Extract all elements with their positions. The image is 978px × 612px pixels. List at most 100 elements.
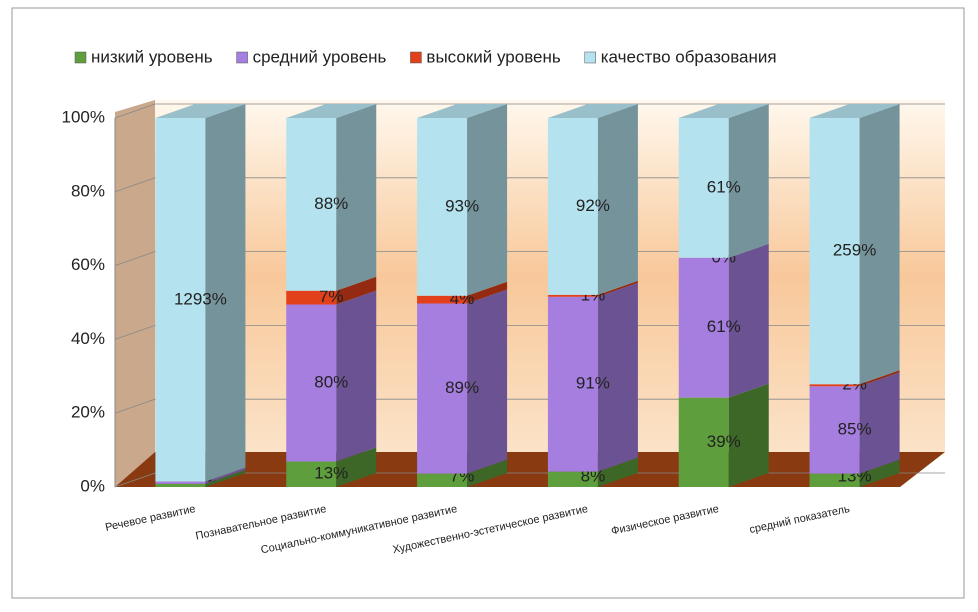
legend-swatch	[584, 51, 596, 64]
bar-front	[286, 461, 337, 487]
bar-side	[859, 459, 900, 487]
legend-label: качество образования	[601, 47, 777, 66]
bar-side	[336, 447, 377, 487]
bar-side	[336, 104, 377, 291]
bar-segment	[678, 383, 769, 487]
bar-segment	[417, 289, 508, 474]
bar-segment	[155, 467, 246, 484]
value-label: 93%	[445, 196, 479, 215]
value-label: 92%	[576, 196, 610, 215]
bar-side	[597, 457, 638, 487]
bar-side	[336, 276, 377, 305]
legend-label: низкий уровень	[91, 47, 213, 66]
legend-swatch	[74, 51, 87, 64]
bar-segment	[286, 104, 377, 291]
bar-side	[205, 467, 246, 484]
value-label: 88%	[314, 194, 348, 213]
bar-side	[597, 280, 638, 297]
value-label: 80%	[314, 372, 348, 391]
bar-side	[728, 243, 769, 398]
bar-side	[205, 104, 246, 482]
bar-segment	[286, 290, 377, 462]
bar-side	[467, 104, 508, 296]
bar-front	[547, 471, 598, 487]
legend-label: средний уровень	[253, 47, 387, 66]
value-label: 61%	[707, 317, 741, 336]
bar-side	[859, 370, 900, 387]
y-tick-label: 0%	[80, 476, 105, 495]
bar-top	[547, 104, 638, 118]
y-tick-label: 60%	[71, 255, 105, 274]
bar-side	[467, 289, 508, 474]
bar-front	[547, 118, 598, 295]
bar-side	[728, 383, 769, 487]
value-label: 89%	[445, 378, 479, 397]
y-tick-label: 100%	[62, 107, 105, 126]
y-tick-label: 80%	[71, 181, 105, 200]
bar-segment	[417, 104, 508, 296]
bar-front	[547, 294, 598, 297]
bar-front	[809, 384, 860, 387]
bar-front	[155, 118, 206, 482]
bar-front	[286, 304, 337, 462]
value-label: 7%	[319, 287, 344, 306]
bar-front	[809, 386, 860, 474]
bar-front	[547, 296, 598, 472]
bar-front	[809, 473, 860, 487]
value-label: 39%	[707, 432, 741, 451]
legend-label: высокий уровень	[426, 47, 560, 66]
value-label: 61%	[707, 177, 741, 196]
bar-segment	[678, 104, 769, 258]
bar-segment	[417, 459, 508, 487]
value-label: 13%	[314, 464, 348, 483]
bar-front	[809, 118, 860, 385]
bar-segment	[547, 457, 638, 487]
bar-segment	[547, 104, 638, 295]
bar-top	[286, 104, 377, 118]
bar-segment	[155, 104, 246, 482]
side-wall	[115, 100, 155, 487]
bar-side	[467, 459, 508, 487]
bar-side	[336, 290, 377, 462]
bar-top	[809, 104, 900, 118]
bar-side	[597, 104, 638, 295]
bar-segment	[286, 276, 377, 305]
bar-front	[417, 473, 468, 487]
value-label: 259%	[833, 241, 876, 260]
bar-front	[155, 483, 206, 487]
bar-front	[678, 257, 729, 398]
y-tick-label: 40%	[71, 329, 105, 348]
y-tick-label: 20%	[71, 403, 105, 422]
bar-side	[467, 281, 508, 304]
bar-top	[155, 104, 246, 118]
legend-swatch	[236, 51, 248, 64]
bar-front	[286, 290, 337, 305]
bar-front	[417, 303, 468, 474]
bar-top	[417, 104, 508, 118]
bar-segment	[547, 280, 638, 297]
bar-front	[678, 397, 729, 487]
value-label: 91%	[576, 374, 610, 393]
bar-segment	[809, 104, 900, 385]
bar-front	[417, 118, 468, 296]
bar-front	[155, 481, 206, 484]
grid-line	[114, 103, 945, 119]
bar-segment	[547, 282, 638, 472]
value-label: 1293%	[174, 289, 227, 308]
bar-side	[859, 372, 900, 474]
bar-segment	[809, 459, 900, 487]
bar-segment	[809, 370, 900, 387]
bar-segment	[417, 281, 508, 304]
bar-side	[597, 282, 638, 472]
bar-segment	[678, 243, 769, 398]
bar-side	[728, 104, 769, 258]
legend-swatch	[410, 51, 422, 64]
bar-segment	[809, 372, 900, 474]
bar-top	[678, 104, 769, 118]
bar-side	[859, 104, 900, 385]
bar-front	[286, 118, 337, 291]
bar-front	[678, 118, 729, 258]
bar-segment	[286, 447, 377, 487]
value-label: 85%	[838, 419, 872, 438]
